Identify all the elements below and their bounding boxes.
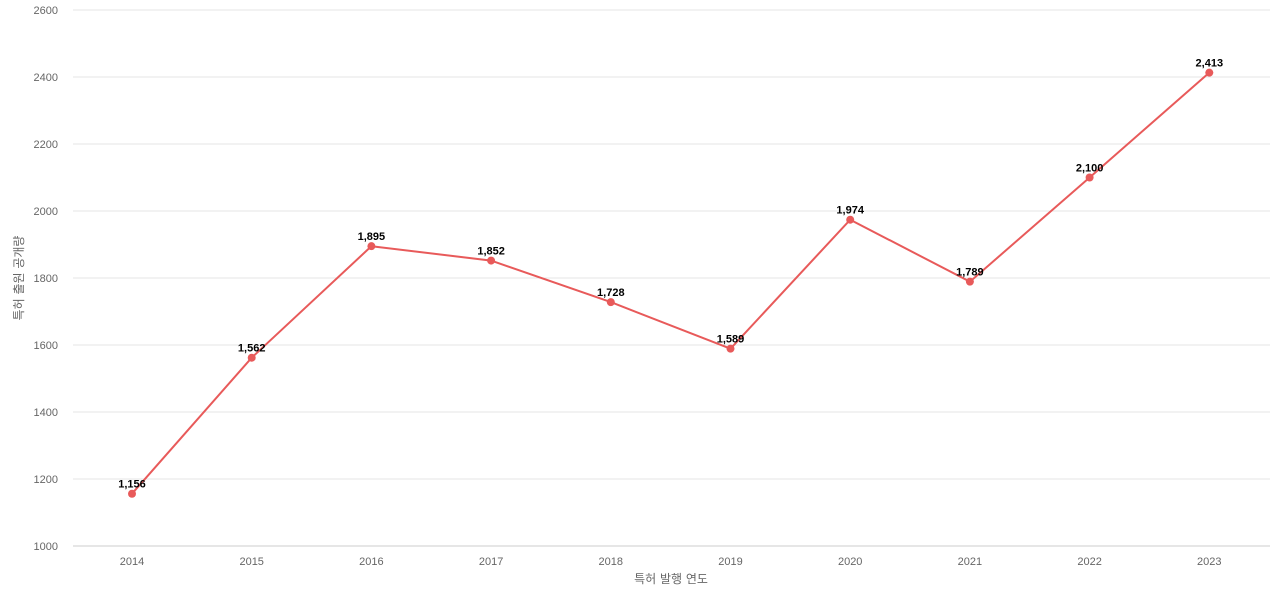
data-label: 2,100 (1076, 163, 1104, 175)
data-label: 1,852 (477, 246, 505, 258)
y-axis-title: 특허 출원 공개량 (12, 236, 26, 321)
data-point (1205, 68, 1214, 77)
grid-lines (73, 9, 1270, 480)
data-label: 2,413 (1196, 58, 1224, 70)
y-tick-label: 2600 (34, 5, 58, 17)
data-point (726, 344, 735, 353)
y-tick-label: 2400 (34, 72, 58, 84)
x-tick-label: 2020 (838, 556, 862, 568)
data-point (367, 242, 376, 251)
x-tick-label: 2016 (359, 556, 383, 568)
data-point (128, 489, 136, 498)
data-label: 1,974 (836, 205, 864, 217)
y-tick-label: 2200 (34, 139, 58, 151)
data-label: 1,728 (597, 287, 625, 299)
x-tick-label: 2021 (958, 556, 982, 568)
x-tick-label: 2015 (239, 556, 263, 568)
y-axis-ticks: 1000 1200 1400 1600 1800 2000 2200 2400 2600 (34, 5, 58, 553)
y-tick-label: 2000 (34, 206, 58, 218)
data-point (846, 215, 855, 224)
y-tick-label: 1000 (34, 541, 58, 553)
x-tick-label: 2022 (1077, 556, 1101, 568)
data-label: 1,789 (956, 267, 984, 279)
data-point (487, 256, 496, 265)
x-axis-ticks: 2014 2015 2016 2017 2018 2019 2020 2021 2022 2023 (120, 556, 1222, 568)
y-tick-label: 1400 (34, 407, 58, 419)
x-tick-label: 2023 (1197, 556, 1221, 568)
y-tick-label: 1800 (34, 273, 58, 285)
x-axis-title: 특허 발행 연도 (634, 571, 708, 586)
data-point (965, 277, 974, 286)
data-label: 1,156 (118, 479, 146, 491)
data-point (1085, 173, 1094, 182)
data-labels: 1,156 1,562 1,895 1,852 1,728 1,589 1,974 1,789… (118, 58, 1223, 491)
x-tick-label: 2019 (718, 556, 742, 568)
data-point (247, 353, 256, 362)
x-tick-label: 2014 (120, 556, 144, 568)
data-label: 1,589 (717, 334, 745, 346)
data-point (606, 298, 615, 307)
y-tick-label: 1600 (34, 340, 58, 352)
x-tick-label: 2018 (599, 556, 623, 568)
data-label: 1,895 (358, 231, 386, 243)
x-tick-label: 2017 (479, 556, 503, 568)
series-line (131, 71, 1210, 495)
data-label: 1,562 (238, 343, 266, 355)
y-tick-label: 1200 (34, 474, 58, 486)
data-points (128, 68, 1214, 498)
